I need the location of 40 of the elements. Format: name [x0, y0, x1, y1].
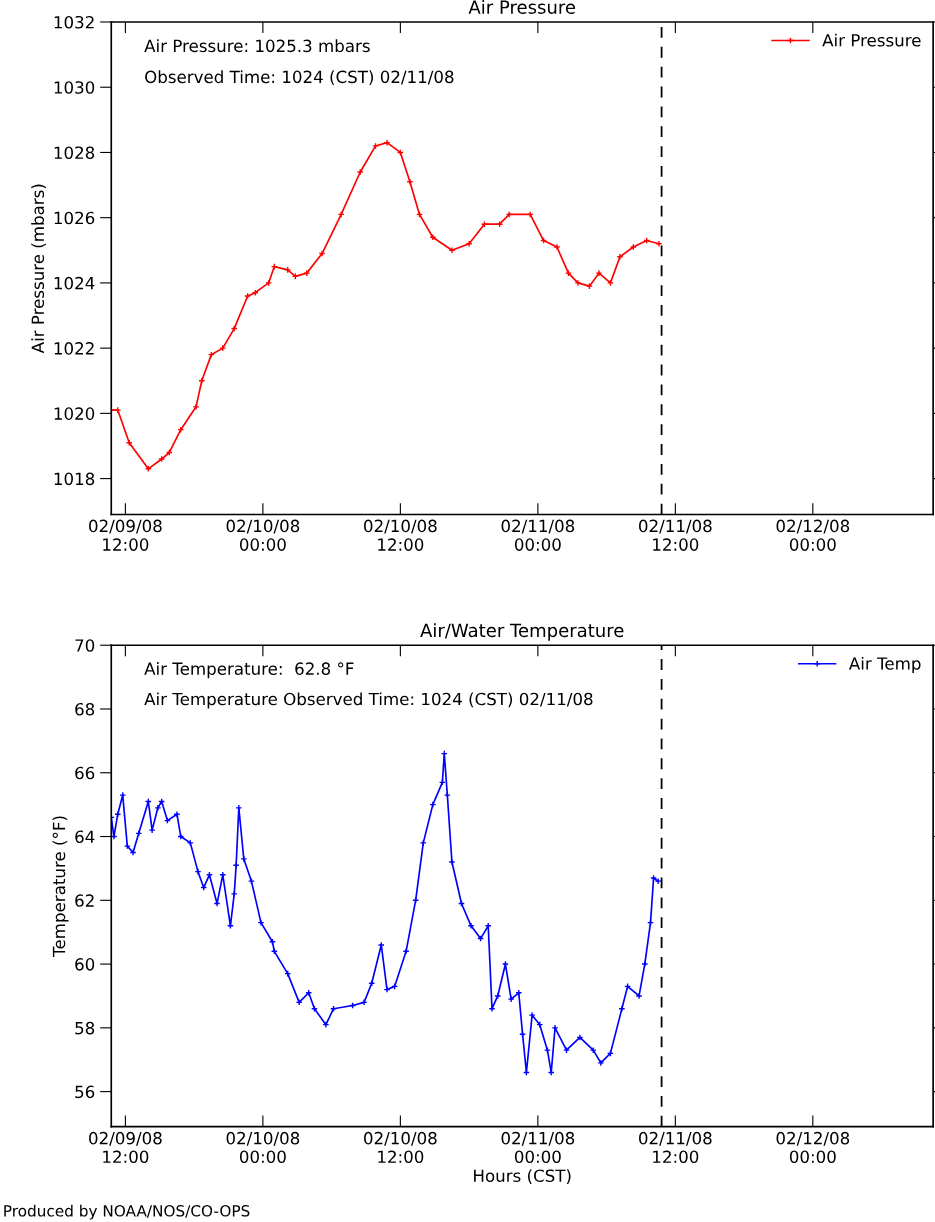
x-tick-label: 02/12/08 00:00 — [776, 1131, 850, 1164]
x-tick-label: 02/10/08 12:00 — [364, 1131, 437, 1164]
legend-label: Air Temp — [849, 656, 921, 674]
x-tick-label: 02/09/08 12:00 — [89, 1131, 162, 1164]
chart-title: Air/Water Temperature — [420, 623, 624, 641]
x-tick-label: 02/10/08 00:00 — [226, 519, 300, 551]
annotation: Air Temperature: 62.8 °F — [144, 662, 354, 679]
y-tick-label: 58 — [75, 1021, 95, 1035]
y-tick-label: 1018 — [54, 472, 95, 486]
x-tick-label: 02/11/08 00:00 — [501, 1131, 575, 1164]
x-tick-label: 02/10/08 00:00 — [226, 1131, 300, 1164]
y-tick-label: 1026 — [54, 211, 95, 225]
y-tick-label: 60 — [75, 958, 95, 971]
legend-label: Air Pressure — [822, 33, 921, 47]
x-axis-title: Hours (CST) — [474, 1169, 571, 1184]
y-axis-title: Temperature (°F) — [52, 816, 69, 957]
x-tick-label: 02/11/08 12:00 — [639, 519, 712, 551]
x-tick-label: 02/09/08 12:00 — [89, 519, 162, 551]
y-axis-title: Air Pressure (mbars) — [31, 184, 47, 354]
text: Produced by NOAA/NOS/CO-OPS — [4, 1204, 250, 1220]
x-tick-label: 02/11/08 12:00 — [639, 1131, 712, 1164]
y-tick-label: 66 — [75, 766, 95, 780]
y-tick-label: 1022 — [54, 342, 94, 355]
y-tick-label: 56 — [75, 1085, 95, 1099]
y-tick-label: 1024 — [54, 276, 95, 290]
y-tick-label: 70 — [75, 639, 95, 652]
chart-title: Air Pressure — [468, 0, 576, 14]
y-tick-label: 62 — [75, 894, 94, 907]
y-tick-label: 1030 — [54, 81, 95, 94]
annotation: Air Temperature Observed Time: 1024 (CST) 02/11/08 — [144, 692, 593, 709]
annotation: Observed Time: 1024 (CST) 02/11/08 — [145, 70, 454, 86]
x-tick-label: 02/11/08 00:00 — [501, 519, 575, 551]
annotation: Air Pressure: 1025.3 mbars — [144, 39, 370, 53]
x-tick-label: 02/10/08 12:00 — [364, 519, 437, 551]
y-tick-label: 1020 — [54, 407, 95, 420]
y-tick-label: 68 — [75, 702, 95, 716]
y-tick-label: 1028 — [54, 146, 95, 160]
y-tick-label: 64 — [75, 830, 95, 844]
y-tick-label: 1032 — [54, 15, 94, 29]
x-tick-label: 02/12/08 00:00 — [776, 519, 850, 551]
